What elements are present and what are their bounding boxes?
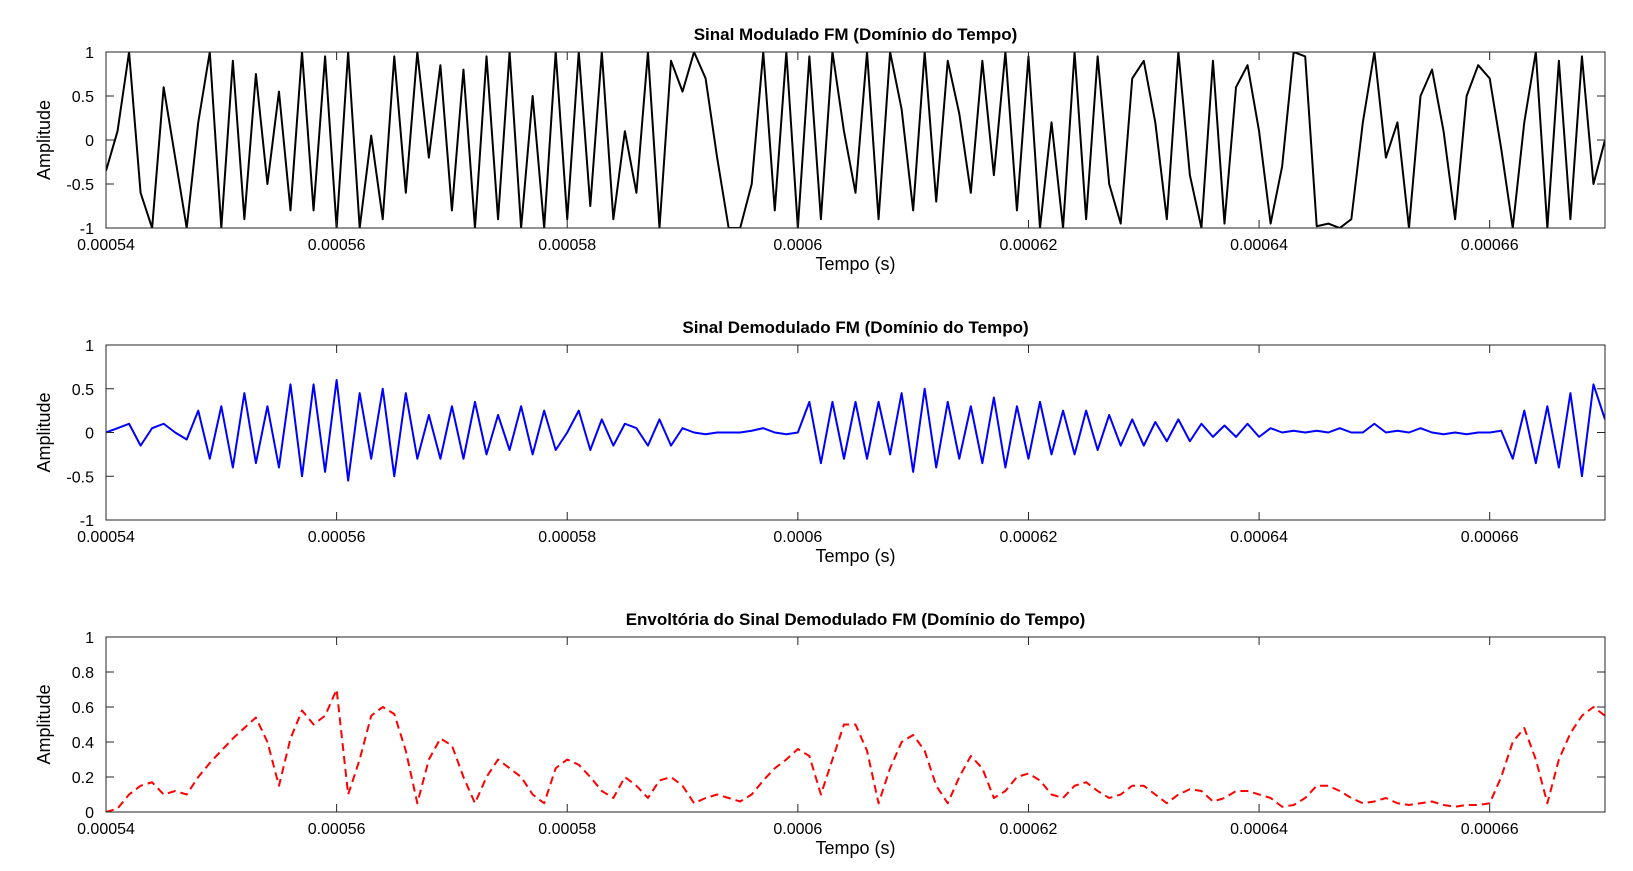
x-tick-label: 0.0006 xyxy=(773,237,822,254)
y-tick-label: 0.2 xyxy=(72,770,94,787)
x-tick-label: 0.00062 xyxy=(1000,529,1058,546)
y-tick-label: 1 xyxy=(85,338,94,355)
x-tick-label: 0.00054 xyxy=(77,237,135,254)
y-tick-label: 0 xyxy=(85,805,94,822)
x-tick-label: 0.00058 xyxy=(538,237,596,254)
y-tick-label: 0.4 xyxy=(72,735,94,752)
x-tick-label: 0.00054 xyxy=(77,529,135,546)
chart-title: Envoltória do Sinal Demodulado FM (Domín… xyxy=(626,610,1086,629)
y-tick-label: 0.5 xyxy=(72,382,94,399)
axes-box xyxy=(105,636,1606,813)
x-tick-label: 0.00062 xyxy=(1000,237,1058,254)
y-axis-label: Amplitude xyxy=(34,684,54,764)
x-tick-label: 0.00066 xyxy=(1461,529,1519,546)
x-tick-label: 0.00058 xyxy=(538,821,596,838)
y-tick-label: -0.5 xyxy=(66,469,94,486)
y-tick-label: 0.8 xyxy=(72,665,94,682)
x-tick-label: 0.00066 xyxy=(1461,237,1519,254)
y-tick-label: -1 xyxy=(80,221,94,238)
series-line-1-1 xyxy=(106,52,1605,228)
x-tick-label: 0.00064 xyxy=(1230,237,1288,254)
y-tick-label: 0 xyxy=(85,133,94,150)
x-tick-label: 0.00064 xyxy=(1230,821,1288,838)
y-tick-label: 0.6 xyxy=(72,700,94,717)
y-tick-label: -1 xyxy=(80,513,94,530)
y-tick-label: 1 xyxy=(85,630,94,647)
chart-panel-2: 0.00054 0.00056 0.00058 0.0006 0.00062 0.0006… xyxy=(34,318,1606,566)
x-axis-label: Tempo (s) xyxy=(815,254,895,274)
x-axis-label: Tempo (s) xyxy=(815,546,895,566)
x-tick-label: 0.00054 xyxy=(77,821,135,838)
series-line-2-1 xyxy=(106,379,1605,482)
y-tick-label: 0.5 xyxy=(72,89,94,106)
x-axis-label: Tempo (s) xyxy=(815,838,895,858)
series-line-3-1 xyxy=(106,688,1605,812)
chart-title: Sinal Modulado FM (Domínio do Tempo) xyxy=(694,25,1018,44)
y-axis-label: Amplitude xyxy=(34,392,54,472)
chart-panel-1: 0.00054 0.00056 0.00058 0.0006 0.00062 0.0006… xyxy=(34,25,1606,274)
y-tick-label: -0.5 xyxy=(66,177,94,194)
x-tick-label: 0.00058 xyxy=(538,529,596,546)
chart-panel-3: 0.00054 0.00056 0.00058 0.0006 0.00062 0.0006… xyxy=(34,610,1606,858)
x-tick-label: 0.00064 xyxy=(1230,529,1288,546)
x-tick-label: 0.00056 xyxy=(308,237,366,254)
y-tick-label: 1 xyxy=(85,45,94,62)
y-axis-label: Amplitude xyxy=(34,100,54,180)
x-tick-label: 0.00056 xyxy=(308,529,366,546)
x-tick-label: 0.00062 xyxy=(1000,821,1058,838)
chart-title: Sinal Demodulado FM (Domínio do Tempo) xyxy=(682,318,1028,337)
plot-area xyxy=(106,52,1605,228)
x-tick-label: 0.0006 xyxy=(773,821,822,838)
y-tick-label: 0 xyxy=(85,426,94,443)
x-tick-label: 0.00056 xyxy=(308,821,366,838)
x-tick-label: 0.0006 xyxy=(773,529,822,546)
x-tick-label: 0.00066 xyxy=(1461,821,1519,838)
